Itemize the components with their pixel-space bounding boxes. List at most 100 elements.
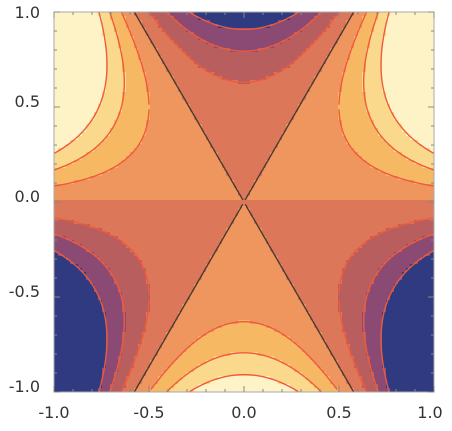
contour-band-cell: [102, 156, 107, 161]
contour-band-cell: [310, 48, 315, 53]
contour-band-cell: [402, 144, 407, 149]
contour-band-cell: [170, 112, 175, 117]
contour-band-cell: [354, 28, 359, 33]
contour-band-cell: [138, 192, 143, 197]
contour-band-cell: [318, 156, 323, 161]
contour-band-cell: [210, 96, 215, 101]
contour-band-cell: [374, 120, 379, 125]
contour-band-cell: [326, 20, 331, 25]
contour-band-cell: [310, 92, 315, 97]
contour-band-cell: [162, 84, 167, 89]
contour-band-cell: [334, 28, 339, 33]
contour-band-cell: [286, 168, 291, 173]
contour-band-cell: [238, 160, 243, 165]
contour-band-cell: [418, 96, 423, 101]
contour-band-cell: [102, 160, 107, 165]
contour-band-cell: [154, 192, 159, 197]
contour-band-cell: [66, 24, 71, 29]
contour-band-cell: [326, 196, 331, 201]
contour-band-cell: [294, 100, 299, 105]
contour-band-cell: [154, 52, 159, 57]
contour-band-cell: [394, 100, 399, 105]
contour-band-cell: [374, 76, 379, 81]
contour-band-cell: [106, 68, 111, 73]
contour-band-cell: [366, 140, 371, 145]
contour-band-cell: [298, 180, 303, 185]
contour-band-cell: [374, 160, 379, 165]
contour-band-cell: [62, 104, 67, 109]
contour-band-cell: [382, 48, 387, 53]
contour-band-cell: [202, 184, 207, 189]
contour-band-cell: [302, 24, 307, 29]
contour-band-cell: [194, 12, 199, 17]
contour-band-cell: [418, 92, 423, 97]
contour-band-cell: [422, 184, 427, 189]
contour-band-cell: [94, 112, 99, 117]
contour-band-cell: [310, 96, 315, 101]
contour-band-cell: [274, 28, 279, 33]
contour-band-cell: [86, 192, 91, 197]
contour-band-cell: [374, 12, 379, 17]
contour-band-cell: [226, 204, 231, 209]
contour-band-cell: [222, 56, 227, 61]
contour-band-cell: [146, 32, 151, 37]
contour-band-cell: [406, 60, 411, 65]
contour-band-cell: [134, 152, 139, 157]
contour-band-cell: [170, 104, 175, 109]
contour-band-cell: [218, 20, 223, 25]
contour-band-cell: [314, 40, 319, 45]
contour-band-cell: [194, 120, 199, 125]
contour-band-cell: [62, 92, 67, 97]
contour-band-cell: [66, 52, 71, 57]
contour-band-cell: [254, 140, 259, 145]
contour-band-cell: [54, 80, 59, 85]
contour-band-cell: [386, 204, 391, 209]
contour-band-cell: [146, 200, 151, 205]
contour-band-cell: [102, 96, 107, 101]
contour-band-cell: [290, 216, 295, 221]
contour-band-cell: [214, 164, 219, 169]
contour-band-cell: [326, 208, 331, 213]
contour-band-cell: [362, 48, 367, 53]
contour-band-cell: [266, 12, 271, 17]
contour-band-cell: [202, 76, 207, 81]
contour-band-cell: [94, 64, 99, 69]
contour-band-cell: [322, 132, 327, 137]
contour-band-cell: [190, 108, 195, 113]
contour-band-cell: [170, 124, 175, 129]
contour-band-cell: [66, 180, 71, 185]
contour-band-cell: [218, 184, 223, 189]
contour-band-cell: [366, 216, 371, 221]
contour-band-cell: [230, 128, 235, 133]
contour-band-cell: [62, 124, 67, 129]
contour-band-cell: [406, 192, 411, 197]
contour-band-cell: [278, 48, 283, 53]
contour-band-cell: [186, 144, 191, 149]
contour-band-cell: [370, 40, 375, 45]
contour-band-cell: [402, 120, 407, 125]
contour-band-cell: [210, 204, 215, 209]
contour-band-cell: [282, 180, 287, 185]
contour-band-cell: [398, 88, 403, 93]
contour-band-cell: [386, 80, 391, 85]
contour-band-cell: [86, 116, 91, 121]
contour-band-cell: [298, 144, 303, 149]
contour-band-cell: [106, 156, 111, 161]
contour-band-cell: [418, 200, 423, 205]
contour-band-cell: [290, 196, 295, 201]
contour-band-cell: [194, 72, 199, 77]
contour-band-cell: [218, 172, 223, 177]
contour-band-cell: [290, 144, 295, 149]
contour-band-cell: [322, 144, 327, 149]
contour-band-cell: [134, 92, 139, 97]
contour-band-cell: [74, 24, 79, 29]
contour-band-cell: [274, 120, 279, 125]
contour-band-cell: [430, 112, 434, 117]
contour-band-cell: [426, 152, 431, 157]
contour-band-cell: [186, 64, 191, 69]
contour-band-cell: [346, 144, 351, 149]
contour-band-cell: [178, 84, 183, 89]
contour-band-cell: [74, 188, 79, 193]
contour-band-cell: [174, 216, 179, 221]
contour-band-cell: [130, 164, 135, 169]
